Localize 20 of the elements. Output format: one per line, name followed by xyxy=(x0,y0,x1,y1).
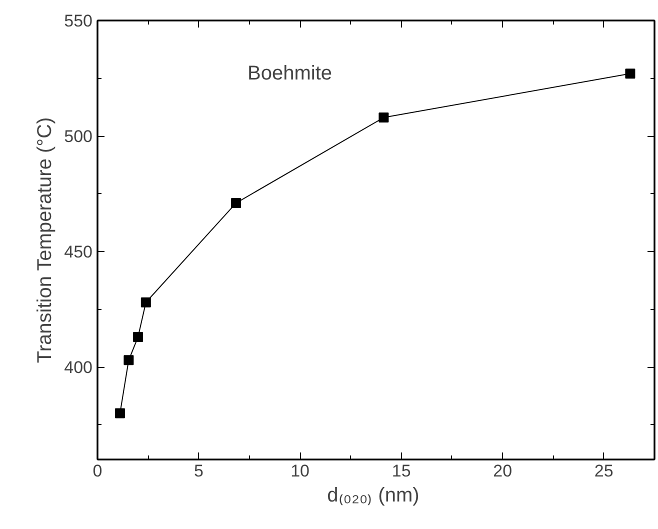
x-tick-label: 25 xyxy=(594,462,614,480)
point xyxy=(231,198,242,208)
x-tick-label: 5 xyxy=(194,462,204,480)
point xyxy=(124,355,134,366)
point xyxy=(625,68,636,79)
y-tick-label: 550 xyxy=(64,12,93,30)
y-tick-label: 400 xyxy=(64,358,93,378)
y-tick-label: 500 xyxy=(64,127,93,146)
x-tick-label: 20 xyxy=(493,462,512,480)
point xyxy=(378,112,389,123)
point xyxy=(140,297,151,308)
y-tick-label: 450 xyxy=(64,242,93,262)
point xyxy=(114,408,125,418)
annotation: Boehmite xyxy=(248,62,332,84)
x-tick-label: 15 xyxy=(392,462,411,480)
point xyxy=(133,332,144,342)
x-tick-label: 10 xyxy=(290,462,310,480)
x-tick-label: 0 xyxy=(92,462,102,480)
y-axis-title: Transition Temperature (°C) xyxy=(34,117,56,364)
x-axis-title: d₍₀₂₀₎ (nm) xyxy=(327,484,420,506)
